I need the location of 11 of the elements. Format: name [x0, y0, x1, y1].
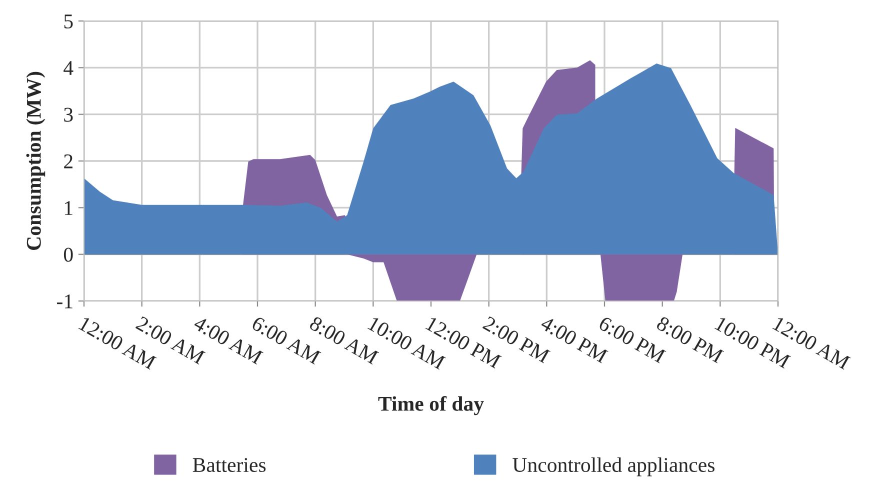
- y-tick-label: 1: [65, 201, 72, 215]
- y-tick-label: 2: [64, 154, 72, 168]
- y-tick-label: 4: [64, 61, 74, 75]
- y-tick-label: -1: [57, 294, 72, 308]
- legend-label: Uncontrolled appliances: [512, 457, 714, 476]
- x-axis-title: Time of day: [378, 396, 484, 416]
- y-tick-label: 3: [64, 108, 73, 122]
- y-axis-title: Consumption (MW): [26, 72, 46, 250]
- legend-label: Batteries: [192, 458, 266, 472]
- y-tick-label: 0: [64, 248, 73, 262]
- y-tick-label: 5: [64, 14, 73, 28]
